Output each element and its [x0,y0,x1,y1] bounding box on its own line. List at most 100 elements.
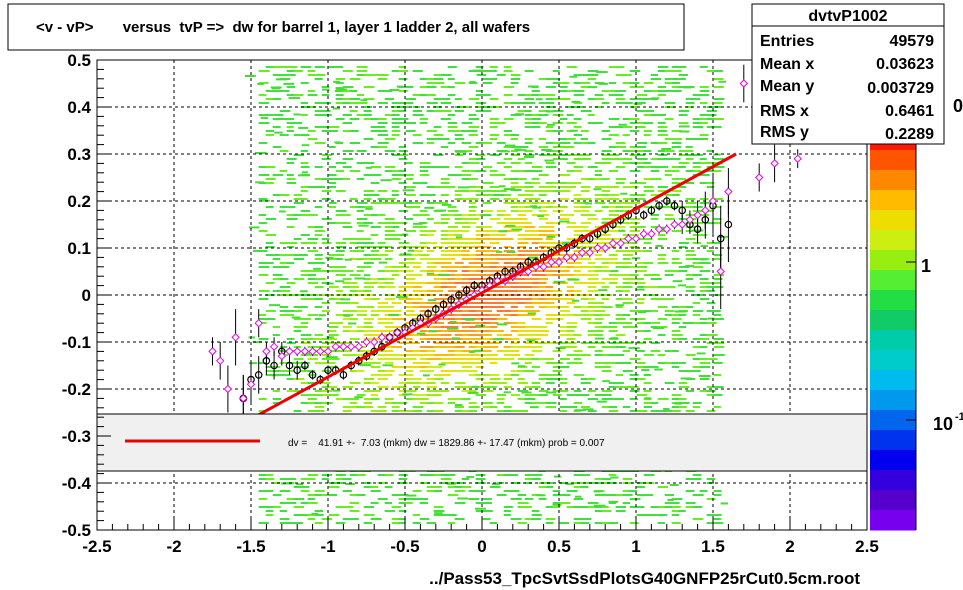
density-cell [636,154,646,156]
density-cell [321,386,331,388]
density-cell [454,298,466,300]
density-cell [412,350,423,352]
data-point [600,243,610,253]
density-cell [461,350,473,352]
stats-label-rms-y: RMS y [760,124,809,141]
density-cell [311,512,319,515]
y-tick-label: 0.1 [67,239,91,258]
density-cell [573,246,585,248]
density-cell [566,506,576,508]
density-cell [664,70,674,72]
density-cell [395,296,408,299]
density-cell [643,190,655,192]
density-cell [636,322,646,324]
density-cell [440,222,449,224]
density-cell [433,278,443,280]
density-cell [692,402,702,404]
density-cell [517,290,527,292]
density-cell [636,266,648,268]
density-cell [447,242,458,244]
density-cell [356,150,367,152]
density-cell [569,129,578,132]
density-cell [636,310,645,312]
density-cell [517,330,528,332]
density-cell [503,70,513,72]
density-cell [461,254,471,256]
density-cell [594,234,603,236]
density-cell [482,250,491,252]
density-cell [671,270,682,272]
density-cell [335,222,345,224]
density-cell [279,522,290,524]
density-cell [461,362,471,364]
density-cell [482,286,490,288]
density-cell [559,330,569,332]
density-cell [405,230,416,232]
density-cell [503,102,514,104]
density-cell [706,210,715,212]
density-cell [433,98,442,100]
density-cell [286,498,298,500]
density-cell [440,242,451,244]
density-cell [706,322,717,324]
density-cell [297,174,310,177]
density-cell [713,78,724,80]
density-cell [272,370,282,372]
density-cell [384,202,393,204]
density-cell [433,302,443,304]
density-cell [349,98,361,100]
density-cell [608,522,619,524]
density-cell [713,258,722,260]
density-cell [573,158,582,160]
density-cell [482,254,491,256]
density-cell [356,218,368,220]
density-cell [692,154,703,156]
density-cell [559,174,571,176]
density-cell [461,266,469,268]
density-cell [706,114,717,116]
density-cell [636,262,645,264]
density-cell [419,258,430,260]
density-cell [370,126,381,128]
density-cell [363,190,375,192]
density-cell [349,90,358,92]
density-cell [671,166,682,168]
density-cell [454,254,466,256]
density-cell [510,394,521,396]
density-cell [664,410,675,412]
density-cell [503,214,511,216]
density-cell [524,210,533,212]
density-cell [489,266,497,268]
density-cell [489,374,500,376]
density-cell [517,278,528,280]
density-cell [300,342,312,344]
density-cell [398,382,409,384]
density-cell [454,410,465,412]
density-cell [342,342,351,344]
density-cell [650,90,658,92]
density-cell [713,153,721,156]
density-cell [524,474,535,476]
density-cell [503,322,511,324]
density-cell [524,278,533,280]
density-cell [412,202,422,204]
density-cell [527,312,537,315]
density-cell [552,350,562,352]
density-cell [342,286,353,288]
density-cell [447,122,457,124]
density-cell [301,144,310,147]
density-cell [594,162,605,164]
density-cell [447,314,457,316]
density-cell [407,249,415,252]
density-cell [265,206,274,208]
density-cell [461,342,471,344]
density-cell [685,306,694,308]
density-cell [258,102,269,104]
density-cell [468,354,477,356]
density-cell [573,166,584,168]
density-cell [545,190,556,192]
density-cell [265,310,276,312]
density-cell [321,478,329,480]
density-cell [622,134,630,136]
density-cell [541,149,552,152]
